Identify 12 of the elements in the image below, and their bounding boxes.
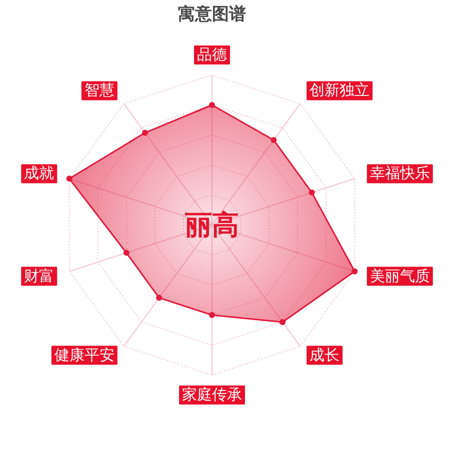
spoke-label: 创新独立 [310, 82, 370, 100]
spoke-label: 品德 [197, 46, 227, 64]
chart-title: 寓意图谱 [178, 4, 246, 24]
spoke-label: 幸福快乐 [370, 165, 430, 182]
text: 丽高 [184, 210, 239, 240]
spoke-label: 智慧 [84, 82, 114, 100]
spoke-label: 家庭传承 [182, 386, 242, 404]
spoke-label: 财富 [24, 268, 54, 285]
spoke-label: 美丽气质 [370, 268, 430, 285]
spoke-label: 健康平安 [54, 346, 114, 364]
spoke-label: 成就 [24, 165, 54, 182]
spoke-label: 成长 [310, 346, 340, 364]
